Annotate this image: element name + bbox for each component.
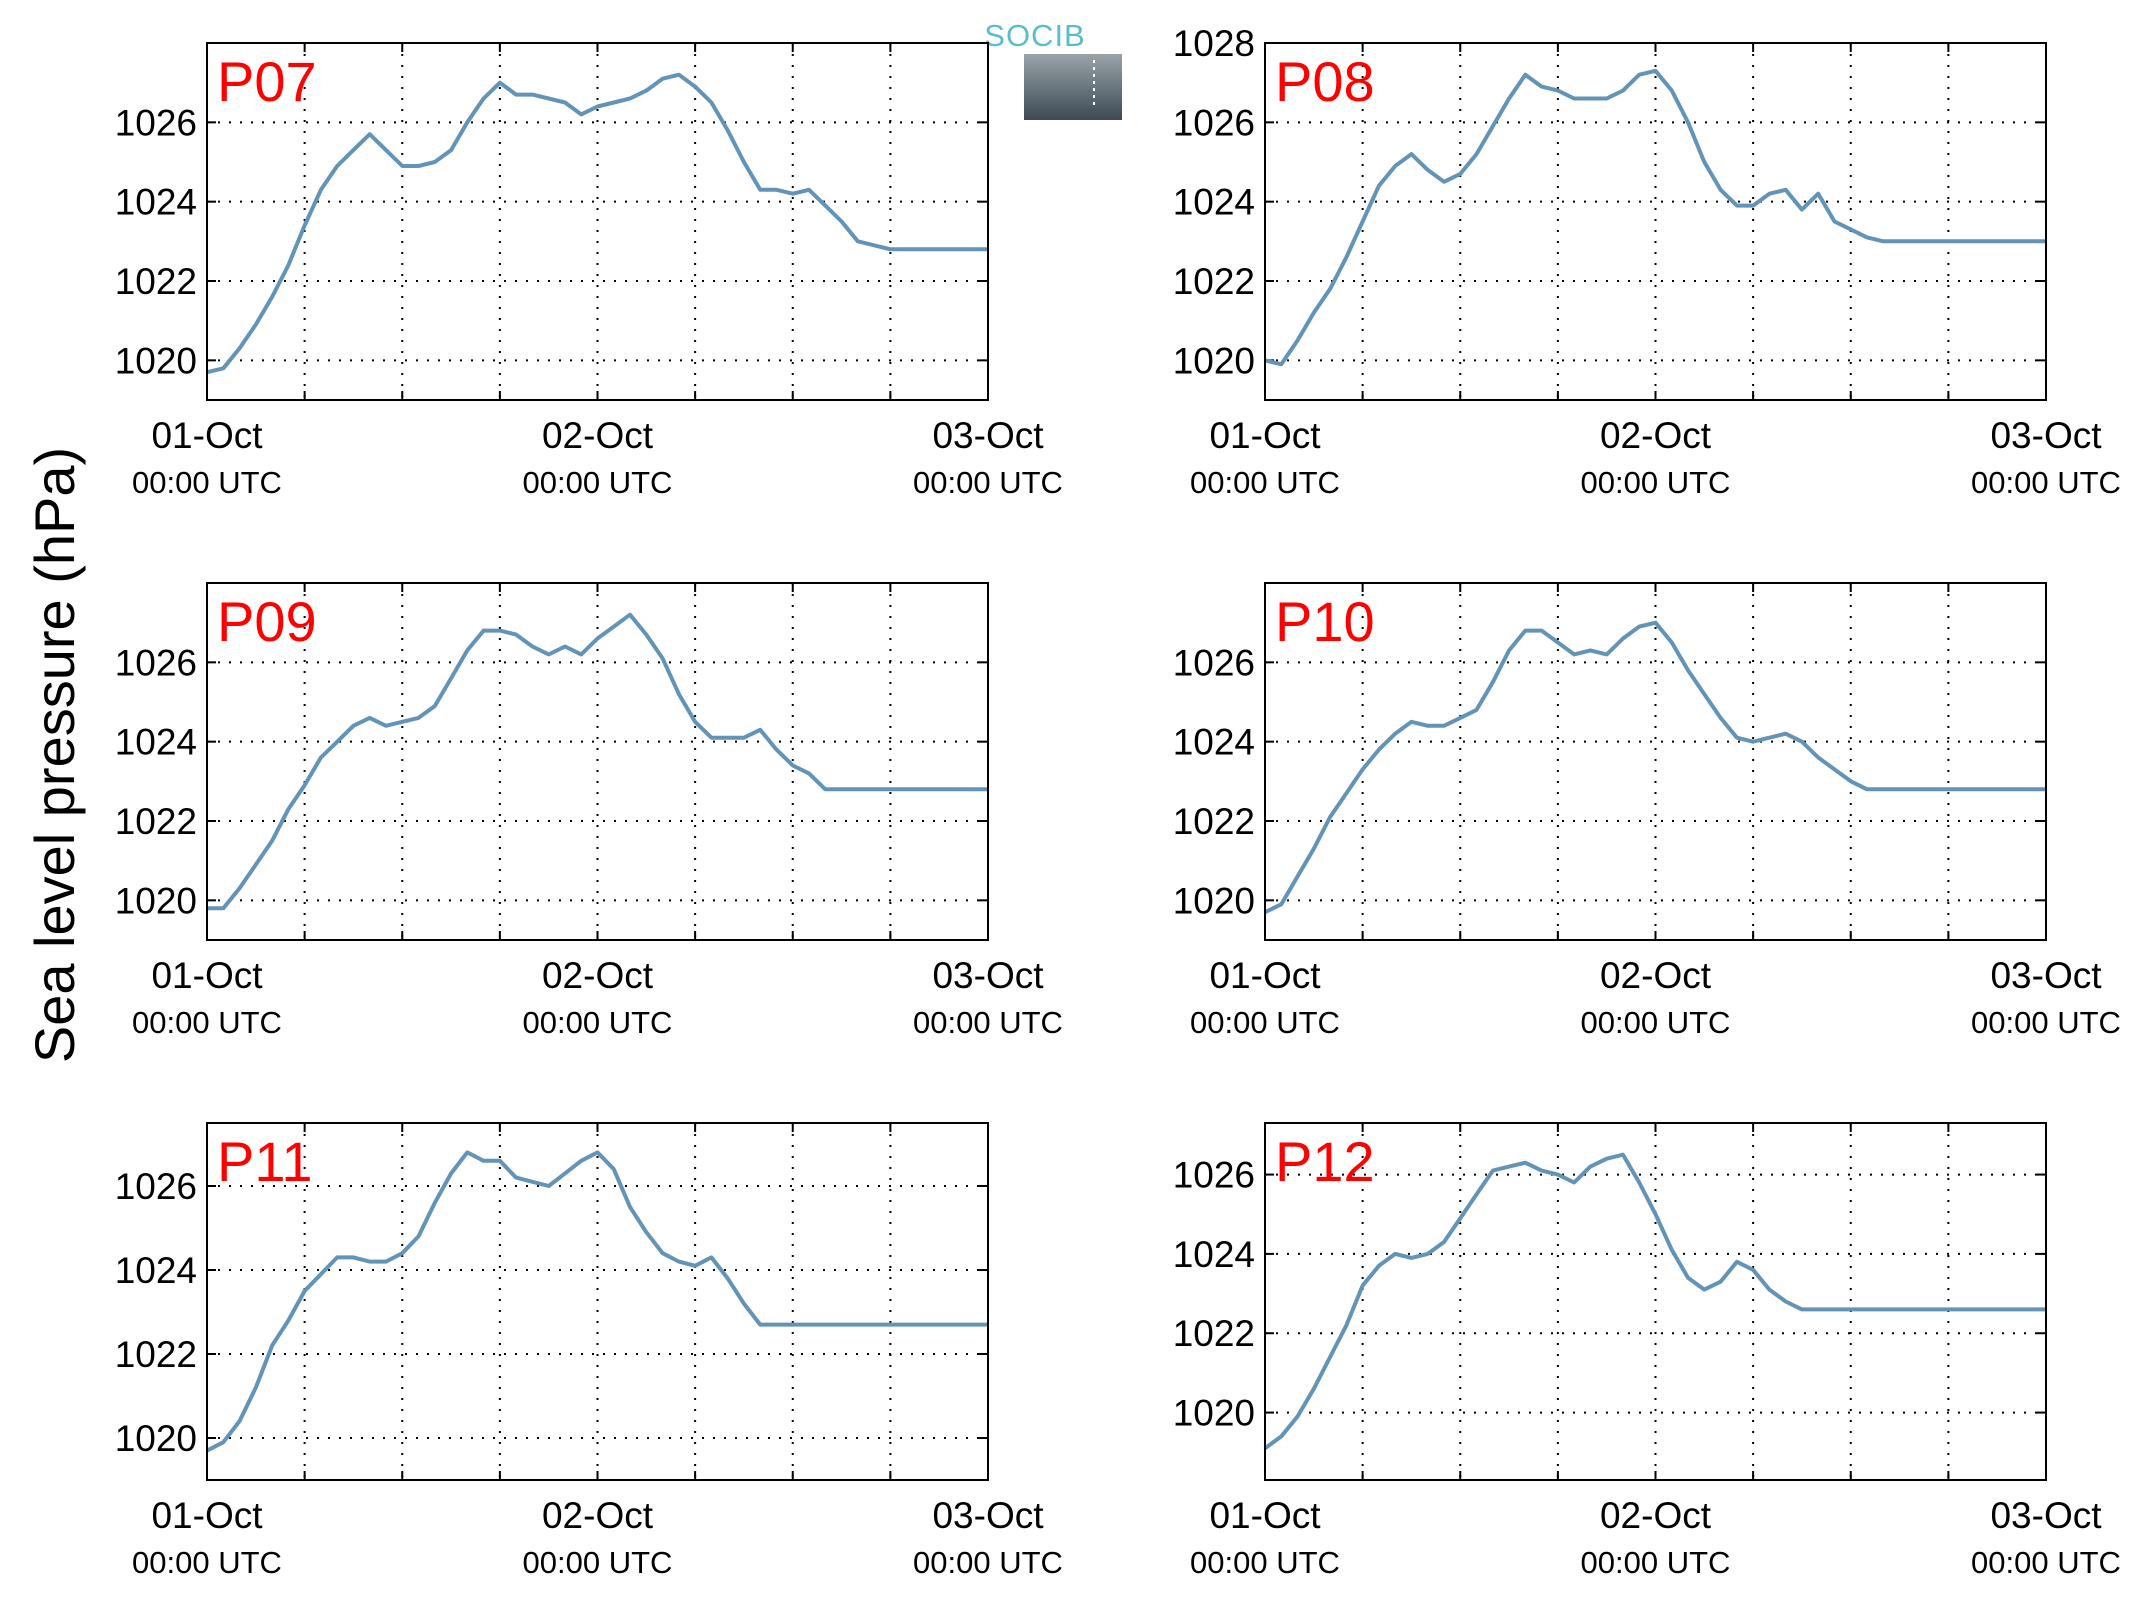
y-tick-label: 1026 [115,102,197,143]
x-tick-date-label: 02-Oct [542,955,654,996]
panel-p11: 1020 1022 1024 1026 P11 01-Oct 00:00 UTC 02-Oct… [115,1122,1063,1580]
x-tick-time-label: 00:00 UTC [1190,465,1340,500]
x-tick-time-label: 00:00 UTC [132,1005,282,1040]
axes-frame [1264,1122,2047,1481]
panel-label: P10 [1275,590,1375,653]
panel-p08: 1020 1022 1024 1026 1028 P08 01-Oct 00:00 UTC 02… [1173,23,2121,500]
panel-p12: 1020 1022 1024 1026 P12 01-Oct 00:00 UTC 02-Oct… [1173,1122,2121,1580]
y-tick-label: 1022 [1173,801,1255,842]
x-tick-date-label: 02-Oct [542,1495,654,1536]
x-tick-date-label: 03-Oct [1990,415,2102,456]
panel-p10: 1020 1022 1024 1026 P10 01-Oct 00:00 UTC 02-Oct… [1173,582,2121,1040]
socib-logo-text: SOCIB [984,18,1085,53]
y-tick-label: 1026 [1173,1155,1255,1196]
x-tick-time-label: 00:00 UTC [523,1545,673,1580]
x-tick-date-label: 02-Oct [1600,415,1712,456]
pressure-series-line [1264,620,2046,914]
panel-label: P08 [1275,50,1375,113]
x-tick-time-label: 00:00 UTC [1971,1545,2121,1580]
pressure-series-line [207,612,988,911]
y-tick-label: 1022 [115,801,197,842]
y-tick-label: 1024 [1173,182,1255,223]
y-tick-label: 1022 [115,261,197,302]
x-tick-time-label: 00:00 UTC [913,1545,1063,1580]
y-tick-label: 1024 [1173,722,1255,763]
x-tick-time-label: 00:00 UTC [1971,465,2121,500]
x-tick-time-label: 00:00 UTC [523,465,673,500]
axes-frame [1264,582,2047,941]
x-tick-date-label: 02-Oct [1600,955,1712,996]
x-tick-date-label: 03-Oct [932,415,1044,456]
y-tick-label: 1024 [1173,1234,1255,1275]
y-tick-label: 1024 [115,722,197,763]
x-tick-date-label: 01-Oct [151,955,263,996]
axes-frame [206,582,989,941]
x-tick-date-label: 03-Oct [1990,955,2102,996]
x-tick-time-label: 00:00 UTC [1971,1005,2121,1040]
y-tick-label: 1020 [1173,1393,1255,1434]
y-tick-label: 1020 [115,340,197,381]
x-tick-time-label: 00:00 UTC [132,465,282,500]
x-tick-date-label: 01-Oct [1209,955,1321,996]
y-axis-label: Sea level pressure (hPa) [23,447,86,1063]
pressure-series-line [1263,1152,2046,1450]
x-tick-date-label: 01-Oct [151,1495,263,1536]
pressure-series-line [1264,68,2046,367]
y-tick-label: 1022 [115,1334,197,1375]
x-tick-time-label: 00:00 UTC [1581,465,1731,500]
axes-frame [206,1122,989,1481]
panels: 1020 1022 1024 1026 P07 01-Oct 00:00 UTC 02-Oct… [115,23,2121,1580]
axes-frame [1264,42,2047,401]
panel-label: P09 [217,590,317,653]
panel-label: P07 [217,50,317,113]
x-tick-time-label: 00:00 UTC [913,1005,1063,1040]
x-tick-date-label: 03-Oct [932,955,1044,996]
x-tick-date-label: 01-Oct [1209,1495,1321,1536]
x-tick-time-label: 00:00 UTC [913,465,1063,500]
y-tick-label: 1020 [115,880,197,921]
x-tick-date-label: 02-Oct [542,415,654,456]
y-tick-label: 1026 [1173,642,1255,683]
pressure-series-line [206,72,988,375]
y-tick-label: 1026 [115,642,197,683]
socib-logo-box [1024,54,1122,120]
y-tick-label: 1024 [115,1250,197,1291]
y-tick-label: 1026 [1173,102,1255,143]
x-tick-time-label: 00:00 UTC [1581,1545,1731,1580]
y-tick-label: 1022 [1173,1313,1255,1354]
panel-p09: 1020 1022 1024 1026 P09 01-Oct 00:00 UTC 02-Oct… [115,582,1063,1040]
x-tick-time-label: 00:00 UTC [1190,1005,1340,1040]
axes-frame [206,42,989,401]
y-tick-label: 1028 [1173,23,1255,64]
x-tick-date-label: 03-Oct [1990,1495,2102,1536]
panel-p07: 1020 1022 1024 1026 P07 01-Oct 00:00 UTC 02-Oct… [115,42,1063,500]
x-tick-time-label: 00:00 UTC [523,1005,673,1040]
x-tick-date-label: 03-Oct [932,1495,1044,1536]
socib-logo: SOCIB [984,18,1122,120]
y-tick-label: 1020 [115,1418,197,1459]
panel-label: P11 [217,1130,312,1193]
x-tick-date-label: 02-Oct [1600,1495,1712,1536]
x-tick-date-label: 01-Oct [1209,415,1321,456]
x-tick-time-label: 00:00 UTC [1581,1005,1731,1040]
y-tick-label: 1022 [1173,261,1255,302]
y-tick-label: 1020 [1173,880,1255,921]
y-tick-label: 1020 [1173,340,1255,381]
x-tick-date-label: 01-Oct [151,415,263,456]
y-tick-label: 1024 [115,182,197,223]
panel-label: P12 [1275,1130,1375,1193]
x-tick-time-label: 00:00 UTC [1190,1545,1340,1580]
y-tick-label: 1026 [115,1166,197,1207]
x-tick-time-label: 00:00 UTC [132,1545,282,1580]
pressure-series-line [206,1150,988,1453]
